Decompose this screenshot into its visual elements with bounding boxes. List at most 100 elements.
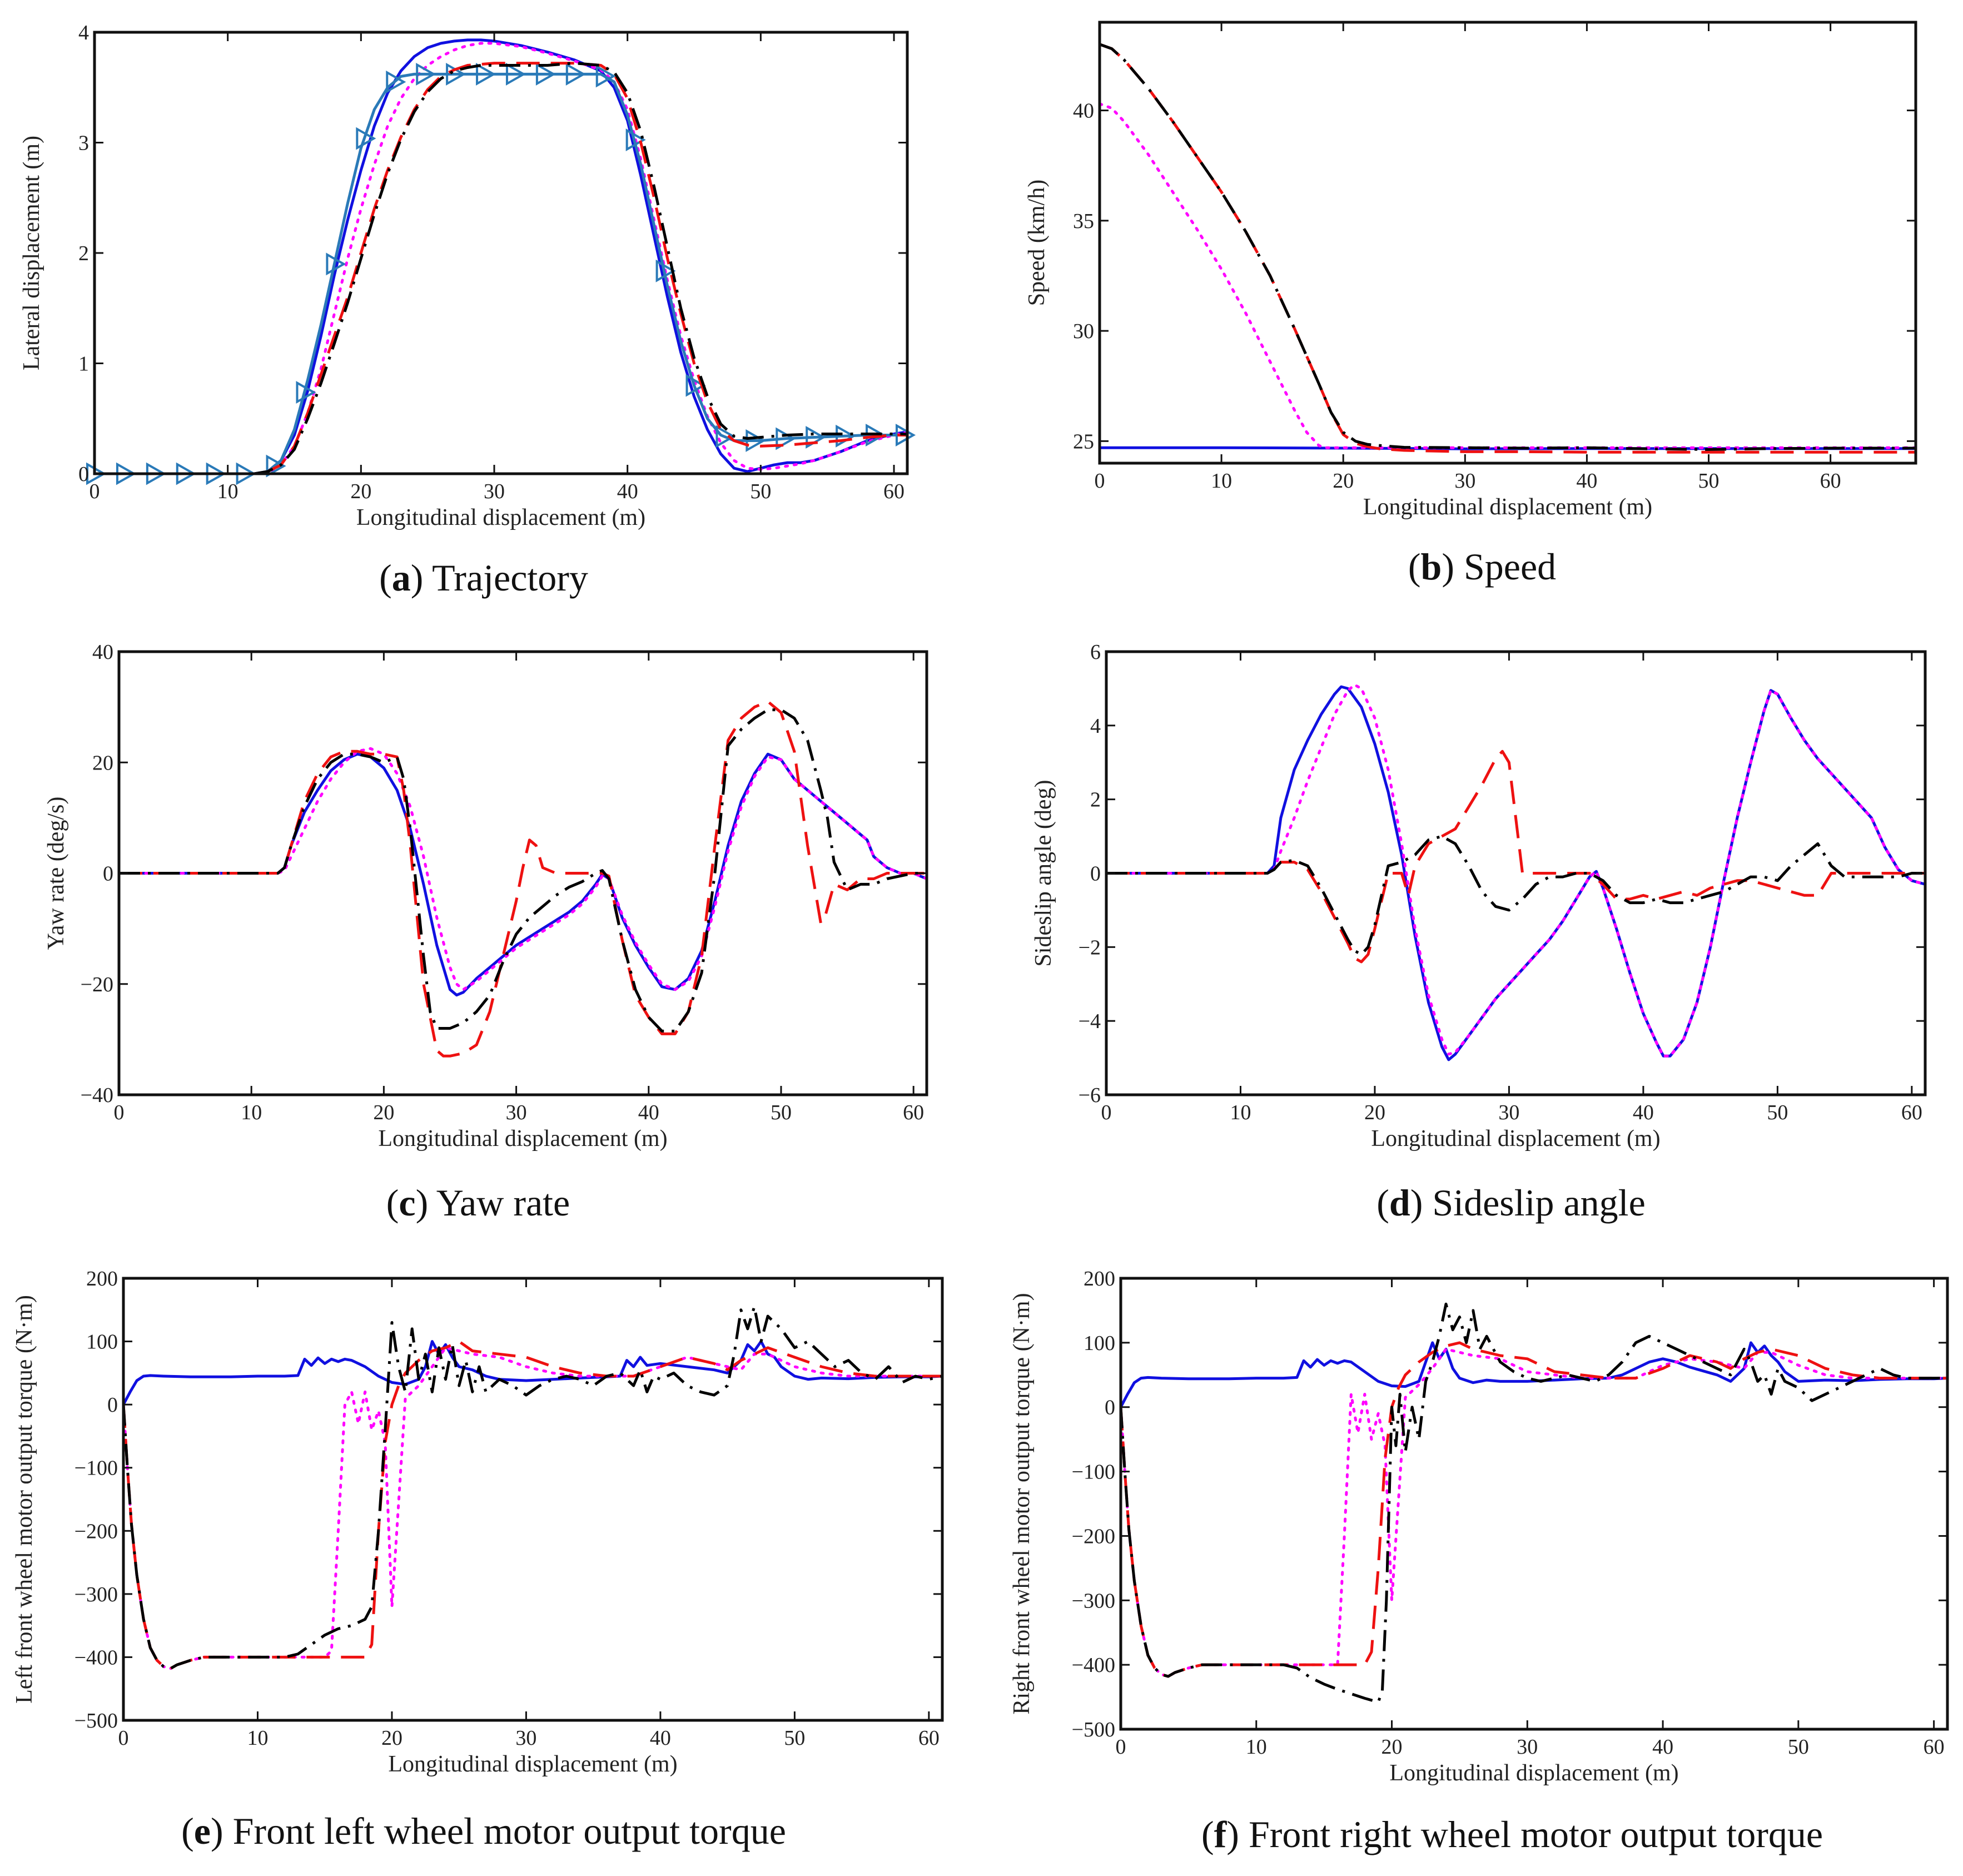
x-tick-label: 40: [617, 480, 638, 503]
y-axis-label: Lateral displacement (m): [19, 136, 44, 370]
y-tick-label: 2: [1090, 788, 1101, 812]
series-marker: [416, 62, 436, 86]
series-line-magenta: [1106, 683, 1925, 1058]
y-tick-label: 0: [1105, 1396, 1115, 1420]
x-tick-label: 0: [90, 480, 100, 503]
y-tick-label: −500: [1072, 1718, 1115, 1741]
series-line-red: [1100, 43, 1916, 454]
x-axis-label: Longitudinal displacement (m): [1371, 1126, 1660, 1152]
series-line-magenta: [123, 1346, 942, 1670]
y-tick-label: −400: [74, 1646, 118, 1669]
caption-letter: d: [1389, 1182, 1410, 1224]
x-tick-label: 50: [1698, 469, 1720, 493]
x-axis-label: Longitudinal displacement (m): [1363, 494, 1652, 520]
y-tick-label: −300: [1072, 1589, 1115, 1612]
y-axis-label: Sideslip angle (deg): [1031, 780, 1056, 967]
caption-close-paren: ): [416, 1182, 429, 1224]
series-line-red: [95, 62, 907, 474]
x-tick-label: 60: [883, 480, 905, 503]
x-axis-label: Longitudinal displacement (m): [388, 1751, 677, 1777]
y-tick-label: 3: [78, 132, 89, 155]
x-tick-label: 0: [118, 1726, 129, 1750]
x-tick-label: 50: [1788, 1735, 1809, 1759]
series-line-magenta: [95, 42, 907, 474]
caption-open-paren: (: [181, 1810, 194, 1852]
y-tick-label: −300: [74, 1583, 118, 1606]
caption-text: Sideslip angle: [1423, 1182, 1645, 1224]
y-tick-label: −200: [74, 1520, 118, 1543]
x-tick-label: 0: [1095, 469, 1105, 493]
series-line-red: [1106, 750, 1925, 964]
y-tick-label: 40: [92, 641, 113, 664]
y-tick-label: 30: [1073, 320, 1094, 343]
y-tick-label: −100: [1072, 1461, 1115, 1484]
series-line-black: [1100, 43, 1916, 451]
x-tick-label: 20: [1381, 1735, 1403, 1759]
series-marker: [595, 64, 616, 88]
caption-letter: a: [392, 557, 411, 599]
x-tick-label: 20: [381, 1726, 402, 1750]
x-tick-label: 30: [515, 1726, 536, 1750]
x-tick-label: 60: [1901, 1101, 1922, 1124]
series-marker: [565, 62, 586, 86]
x-tick-label: 0: [1116, 1735, 1126, 1759]
x-tick-label: 30: [484, 480, 505, 503]
y-tick-label: 0: [107, 1393, 118, 1417]
series-marker: [625, 128, 646, 151]
x-tick-label: 50: [784, 1726, 805, 1750]
x-tick-label: 0: [1101, 1101, 1112, 1124]
chart-caption: (c) Yaw rate: [386, 1182, 570, 1224]
caption-letter: b: [1420, 545, 1442, 588]
series-line-red: [1121, 1341, 1947, 1678]
x-axis-label: Longitudinal displacement (m): [1389, 1760, 1678, 1786]
chart-d: 0 10 20 30 40 50 60 −6 −4 −2 0 2 4 6 Longitudinal disp…: [1031, 641, 1927, 1224]
series-marker: [655, 259, 676, 282]
caption-text: Yaw rate: [428, 1182, 570, 1224]
caption-letter: e: [194, 1810, 211, 1852]
x-tick-label: 30: [1517, 1735, 1538, 1759]
y-tick-label: 40: [1073, 100, 1094, 123]
caption-open-paren: (: [1376, 1182, 1389, 1224]
x-axis-label: Longitudinal displacement (m): [378, 1126, 667, 1152]
y-axis-label: Yaw rate (deg/s): [43, 797, 69, 950]
y-tick-label: −2: [1079, 936, 1101, 959]
chart-caption: (d) Sideslip angle: [1376, 1182, 1646, 1224]
caption-open-paren: (: [1201, 1813, 1214, 1855]
y-tick-label: 20: [92, 751, 113, 775]
x-axis-label: Longitudinal displacement (m): [356, 505, 645, 530]
caption-close-paren: ): [1410, 1182, 1423, 1224]
y-tick-label: −20: [81, 973, 113, 996]
x-tick-label: 40: [1652, 1735, 1673, 1759]
x-tick-label: 0: [114, 1101, 125, 1124]
y-axis-label: Right front wheel motor output torque (N…: [1009, 1293, 1035, 1714]
caption-text: Trajectory: [423, 557, 588, 599]
series-marker: [326, 252, 346, 276]
caption-open-paren: (: [379, 557, 392, 599]
x-tick-label: 30: [506, 1101, 527, 1124]
series-line-blue: [1121, 1341, 1947, 1408]
x-tick-label: 10: [1211, 469, 1232, 493]
series-line-black: [1106, 835, 1925, 956]
x-tick-label: 10: [1246, 1735, 1267, 1759]
y-tick-label: −500: [74, 1709, 118, 1733]
x-tick-label: 20: [350, 480, 371, 503]
caption-text: Front right wheel motor output torque: [1239, 1813, 1823, 1855]
plot-frame: [122, 1277, 944, 1722]
x-tick-label: 30: [1454, 469, 1475, 493]
series-line-magenta: [1100, 102, 1916, 449]
series-line-blue: [123, 1340, 942, 1406]
y-tick-label: −40: [81, 1084, 113, 1107]
x-tick-label: 10: [217, 480, 238, 503]
series-marker: [505, 62, 526, 86]
plot-frame: [1119, 1277, 1949, 1731]
y-tick-label: −200: [1072, 1525, 1115, 1548]
series-marker: [896, 424, 916, 446]
x-tick-label: 50: [1767, 1101, 1788, 1124]
series-marker: [476, 62, 496, 86]
caption-close-paren: ): [1226, 1813, 1239, 1855]
x-tick-label: 40: [650, 1726, 671, 1750]
series-marker: [535, 62, 556, 86]
